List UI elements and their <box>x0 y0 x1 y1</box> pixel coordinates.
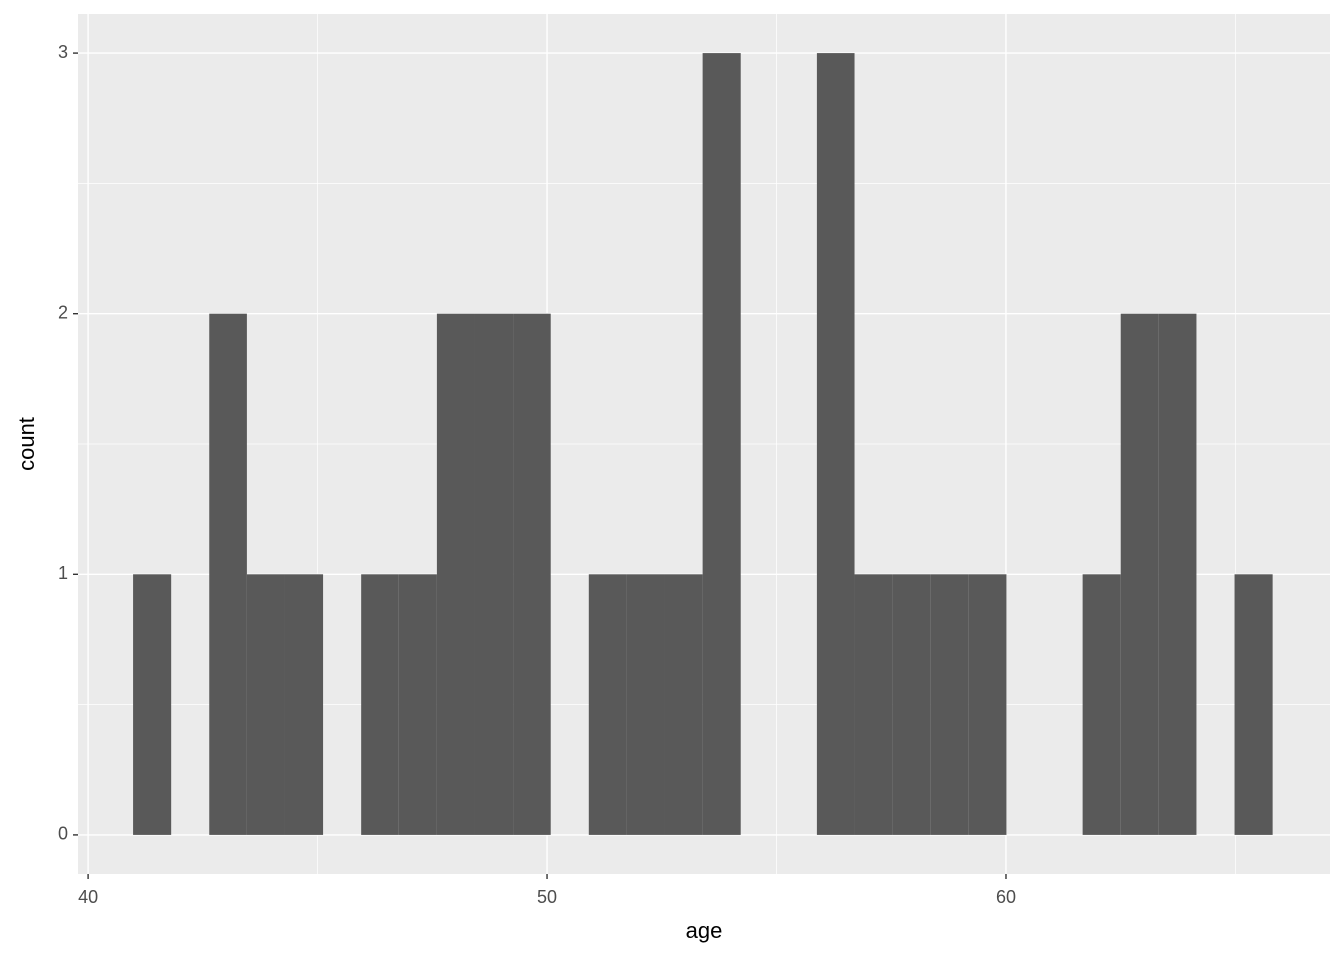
bar <box>664 574 703 835</box>
bar <box>436 313 475 835</box>
bar <box>626 574 665 835</box>
y-tick-label: 0 <box>58 824 68 844</box>
y-tick-label: 3 <box>58 42 68 62</box>
bar <box>513 313 551 835</box>
bar <box>246 574 285 835</box>
bar <box>1158 313 1197 835</box>
bar <box>398 574 437 835</box>
bar <box>1120 313 1159 835</box>
bar <box>892 574 931 835</box>
x-tick-label: 50 <box>537 887 557 907</box>
bar <box>1082 574 1121 835</box>
x-tick-label: 40 <box>78 887 98 907</box>
bar <box>284 574 324 835</box>
bar <box>361 574 399 835</box>
bar <box>474 313 514 835</box>
y-tick-label: 1 <box>58 563 68 583</box>
bar <box>209 313 247 835</box>
bar <box>816 53 855 835</box>
bar <box>588 574 627 835</box>
bar <box>702 53 741 835</box>
bar <box>133 574 172 835</box>
bar <box>968 574 1007 835</box>
bar <box>930 574 969 835</box>
y-tick-label: 2 <box>58 302 68 322</box>
bar <box>854 574 893 835</box>
x-tick-label: 60 <box>996 887 1016 907</box>
x-axis-title: age <box>686 918 723 943</box>
bar <box>1234 574 1273 835</box>
y-axis-title: count <box>14 417 39 471</box>
